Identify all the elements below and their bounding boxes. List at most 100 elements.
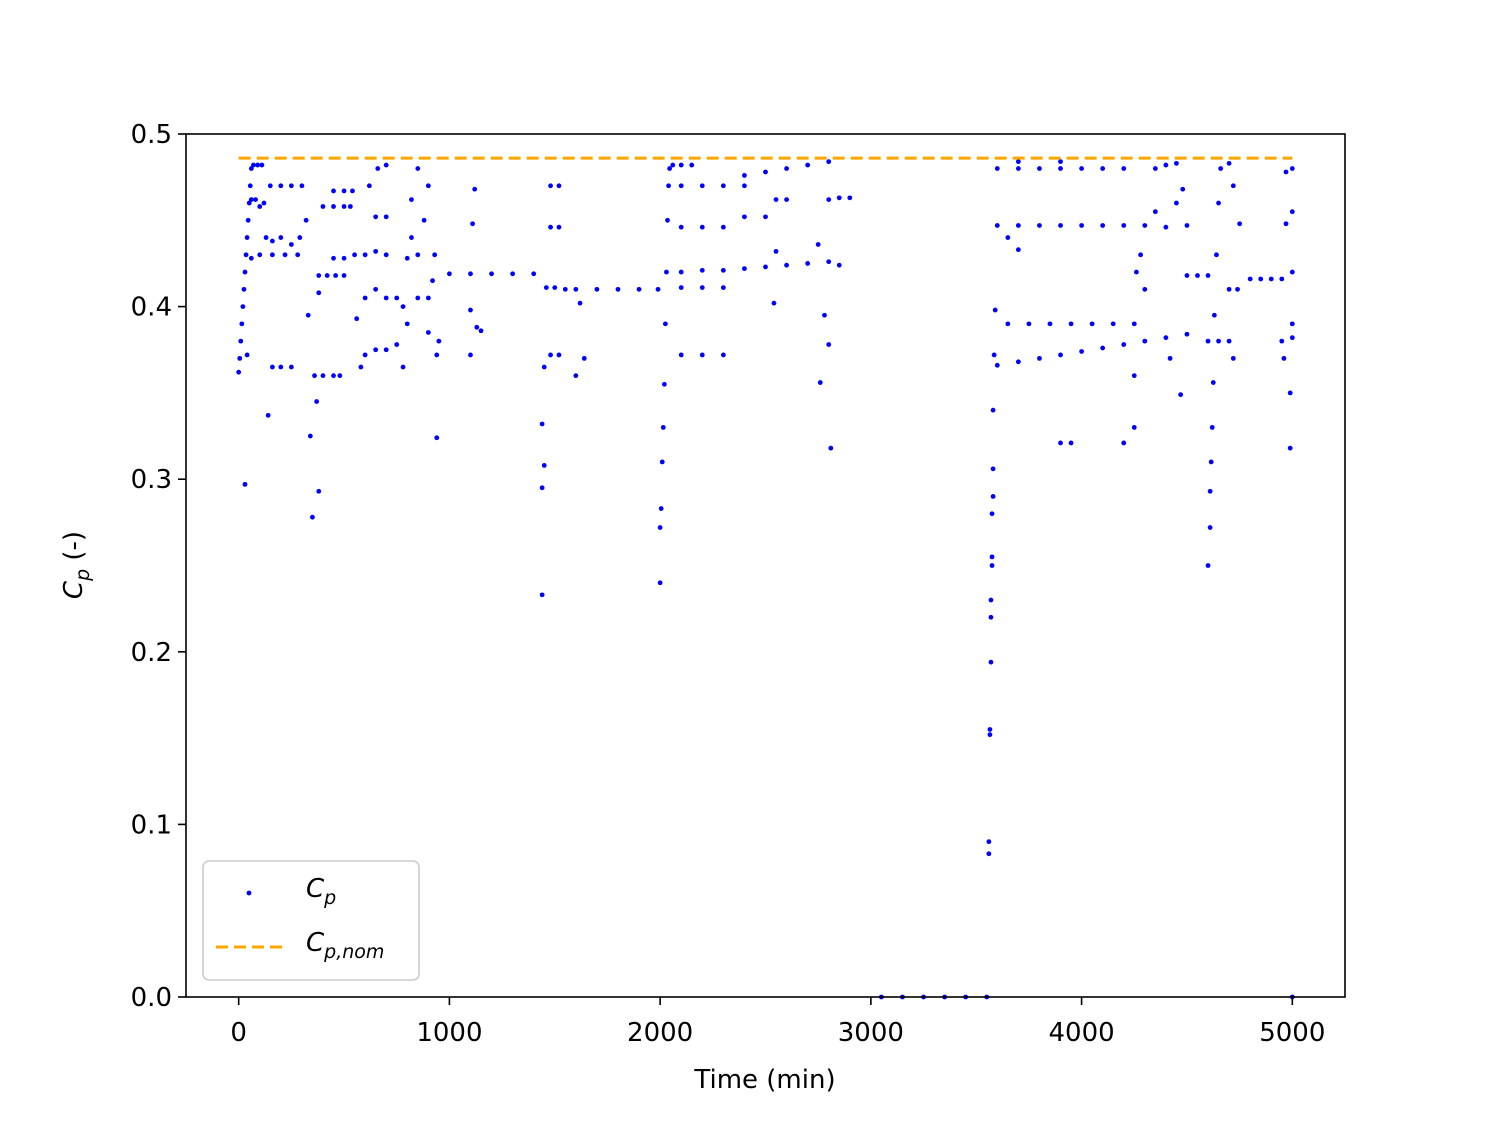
data-point	[666, 183, 671, 189]
data-point	[1167, 355, 1173, 361]
data-point	[655, 286, 661, 292]
data-point	[248, 166, 254, 171]
data-point	[263, 235, 269, 240]
data-point	[373, 214, 379, 220]
data-point	[556, 224, 562, 230]
data-point	[1015, 223, 1021, 228]
data-point	[678, 352, 684, 358]
data-point	[763, 214, 768, 220]
data-point	[1180, 186, 1186, 192]
data-point	[678, 162, 684, 168]
data-point	[489, 271, 494, 277]
data-point	[689, 162, 695, 168]
data-point	[665, 217, 670, 223]
data-point	[1283, 221, 1289, 227]
data-point	[241, 286, 247, 292]
data-point	[720, 183, 726, 189]
data-point	[415, 252, 421, 258]
data-point	[1163, 162, 1169, 168]
data-point	[826, 197, 832, 202]
data-point	[1015, 159, 1021, 165]
data-point	[1205, 338, 1211, 344]
data-point	[1005, 321, 1011, 327]
data-point	[657, 580, 663, 586]
data-point	[988, 597, 994, 603]
data-point	[594, 286, 600, 292]
data-point	[1279, 276, 1285, 282]
legend-marker	[246, 890, 252, 896]
data-point	[548, 352, 553, 358]
data-point	[425, 295, 431, 301]
data-point	[447, 271, 452, 277]
data-point	[247, 183, 253, 189]
data-point	[478, 328, 484, 334]
data-point	[1163, 224, 1169, 230]
data-point	[664, 269, 669, 275]
data-point	[341, 204, 347, 209]
data-point	[763, 264, 768, 270]
data-point	[331, 204, 336, 209]
data-point	[1230, 183, 1236, 189]
data-point	[988, 614, 994, 620]
data-point	[358, 364, 364, 370]
data-point	[267, 183, 273, 189]
data-point	[432, 252, 438, 258]
data-point	[331, 188, 336, 194]
data-point	[373, 248, 379, 254]
data-point	[312, 373, 317, 379]
data-point	[265, 412, 271, 418]
data-point	[400, 304, 406, 309]
data-point	[826, 342, 832, 347]
data-point	[1142, 223, 1148, 228]
data-point	[297, 235, 303, 240]
x-tick-label: 4000	[1049, 1018, 1115, 1048]
data-point	[784, 262, 789, 268]
data-point	[1289, 166, 1295, 171]
data-point	[994, 166, 1000, 171]
data-point	[425, 183, 431, 189]
data-point	[1218, 166, 1224, 171]
data-point	[699, 267, 705, 273]
data-point	[1058, 440, 1063, 446]
y-tick-label: 0.4	[131, 293, 172, 323]
data-point	[282, 252, 288, 258]
data-point	[341, 255, 347, 261]
data-point	[817, 380, 823, 385]
data-point	[299, 183, 305, 189]
data-point	[1133, 269, 1139, 275]
data-point	[828, 445, 834, 451]
data-point	[660, 425, 666, 430]
data-point	[394, 342, 400, 347]
data-point	[1058, 223, 1063, 228]
data-point	[421, 217, 427, 223]
data-point	[720, 224, 726, 230]
data-point	[430, 278, 435, 284]
data-point	[826, 159, 832, 165]
data-point	[400, 364, 406, 370]
data-point	[1121, 440, 1127, 446]
data-point	[1037, 355, 1042, 361]
data-point	[678, 183, 684, 189]
data-point	[404, 321, 410, 327]
data-point	[307, 433, 313, 439]
data-point	[383, 347, 389, 353]
data-point	[316, 290, 322, 296]
data-point	[1142, 338, 1148, 344]
data-point	[278, 183, 284, 189]
data-point	[1279, 338, 1285, 344]
data-point	[670, 162, 676, 168]
data-point	[246, 200, 252, 206]
data-point	[742, 266, 747, 272]
data-point	[836, 195, 842, 201]
data-point	[310, 514, 315, 520]
data-point	[539, 421, 545, 427]
data-point	[383, 252, 389, 258]
data-point	[539, 592, 545, 598]
data-point	[1058, 352, 1063, 358]
data-point	[1226, 338, 1232, 344]
data-point	[1178, 392, 1184, 398]
data-point	[678, 224, 684, 230]
data-point	[470, 221, 475, 227]
data-point	[991, 352, 997, 358]
data-point	[237, 355, 243, 361]
